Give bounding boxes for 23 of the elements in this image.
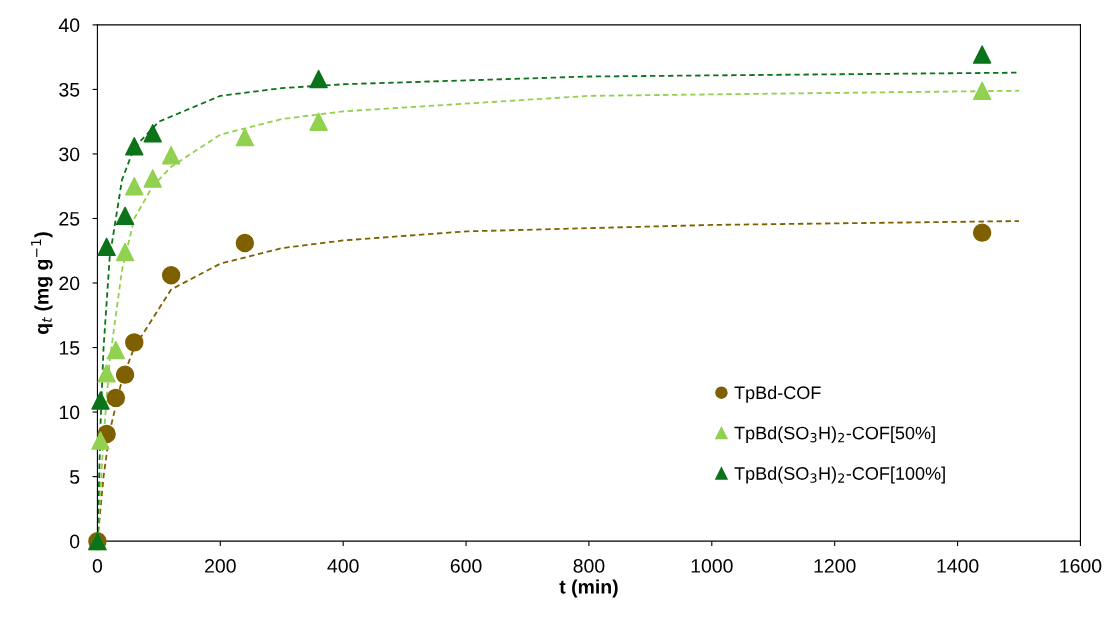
y-tick-label: 10 [59, 405, 80, 420]
y-tick-label: 20 [59, 276, 80, 291]
y-tick-label: 5 [70, 470, 80, 484]
x-tick-label: 0 [92, 559, 103, 573]
y-tick-label: 25 [59, 211, 80, 226]
y-axis-title: q$_{t}$ (mg g$^{−1}$) [31, 232, 53, 335]
y-tick-label: 0 [70, 534, 80, 549]
x-tick-label: 1200 [814, 559, 856, 573]
x-tick-label: 400 [327, 559, 359, 573]
y-tick-label: 30 [59, 147, 80, 162]
y-tick-label: 15 [59, 341, 80, 355]
x-tick-label: 1000 [691, 559, 733, 573]
x-tick-label: 600 [450, 559, 482, 573]
x-axis-title: t (min) [559, 579, 618, 598]
legend-label: TpBd(SO$_{3}$H)$_{2}$-COF[100%] [734, 466, 945, 484]
legend-label: TpBd(SO$_{3}$H)$_{2}$-COF[50%] [734, 426, 935, 443]
legend-label: TpBd-COF [734, 385, 821, 403]
x-tick-label: 1600 [1060, 559, 1102, 573]
x-tick-label: 800 [573, 559, 605, 573]
x-tick-label: 1400 [937, 559, 979, 573]
x-tick-label: 200 [205, 559, 236, 573]
y-tick-label: 35 [59, 82, 80, 97]
y-tick-label: 40 [58, 18, 80, 33]
